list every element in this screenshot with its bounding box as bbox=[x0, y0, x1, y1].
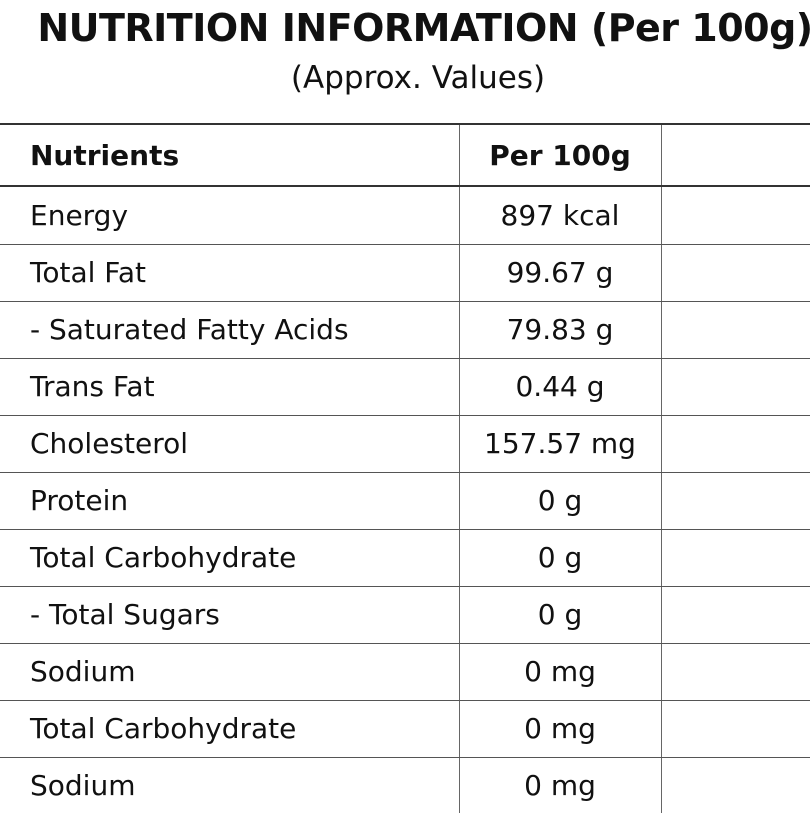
nutrient-value: 897 kcal bbox=[500, 199, 620, 232]
nutrition-table: Nutrients Per 100g Energy 897 kcal Total… bbox=[0, 123, 810, 813]
nutrient-value: 0 mg bbox=[524, 655, 596, 688]
table-row: Energy 897 kcal bbox=[0, 187, 810, 245]
nutrient-value: 0 mg bbox=[524, 712, 596, 745]
table-header-row: Nutrients Per 100g bbox=[0, 125, 810, 187]
nutrient-value: 0 g bbox=[537, 541, 583, 574]
table-row: - Saturated Fatty Acids 79.83 g bbox=[0, 301, 810, 359]
nutrient-name: Sodium bbox=[30, 655, 136, 688]
nutrient-value: 0 g bbox=[537, 484, 583, 517]
column-divider bbox=[661, 125, 662, 813]
table-row: Sodium 0 mg bbox=[0, 643, 810, 701]
nutrient-value: 0 mg bbox=[524, 769, 596, 802]
page-title: NUTRITION INFORMATION (Per 100g) bbox=[37, 6, 810, 50]
table-row: - Total Sugars 0 g bbox=[0, 586, 810, 644]
nutrient-name: Cholesterol bbox=[30, 427, 189, 460]
header-nutrients: Nutrients bbox=[30, 138, 180, 172]
nutrient-value: 79.83 g bbox=[506, 313, 614, 346]
nutrient-value: 0.44 g bbox=[515, 370, 605, 403]
nutrient-name: Total Carbohydrate bbox=[30, 541, 297, 574]
table-row: Protein 0 g bbox=[0, 472, 810, 530]
table-row: Total Fat 99.67 g bbox=[0, 244, 810, 302]
nutrient-value: 157.57 mg bbox=[484, 427, 636, 460]
table-row: Total Carbohydrate 0 mg bbox=[0, 700, 810, 758]
nutrient-name: - Total Sugars bbox=[30, 598, 220, 631]
table-row: Sodium 0 mg bbox=[0, 757, 810, 814]
nutrient-name: Total Fat bbox=[30, 256, 146, 289]
nutrient-name: Protein bbox=[30, 484, 129, 517]
table-row: Total Carbohydrate 0 g bbox=[0, 529, 810, 587]
table-row: Trans Fat 0.44 g bbox=[0, 358, 810, 416]
nutrient-name: - Saturated Fatty Acids bbox=[30, 313, 349, 346]
nutrient-name: Sodium bbox=[30, 769, 136, 802]
nutrient-value: 0 g bbox=[537, 598, 583, 631]
column-divider bbox=[459, 125, 460, 813]
page-subtitle: (Approx. Values) bbox=[290, 60, 546, 96]
header-per-100g: Per 100g bbox=[489, 138, 631, 172]
nutrient-name: Energy bbox=[30, 199, 129, 232]
nutrient-name: Trans Fat bbox=[30, 370, 155, 403]
table-row: Cholesterol 157.57 mg bbox=[0, 415, 810, 473]
nutrient-name: Total Carbohydrate bbox=[30, 712, 297, 745]
nutrient-value: 99.67 g bbox=[506, 256, 614, 289]
